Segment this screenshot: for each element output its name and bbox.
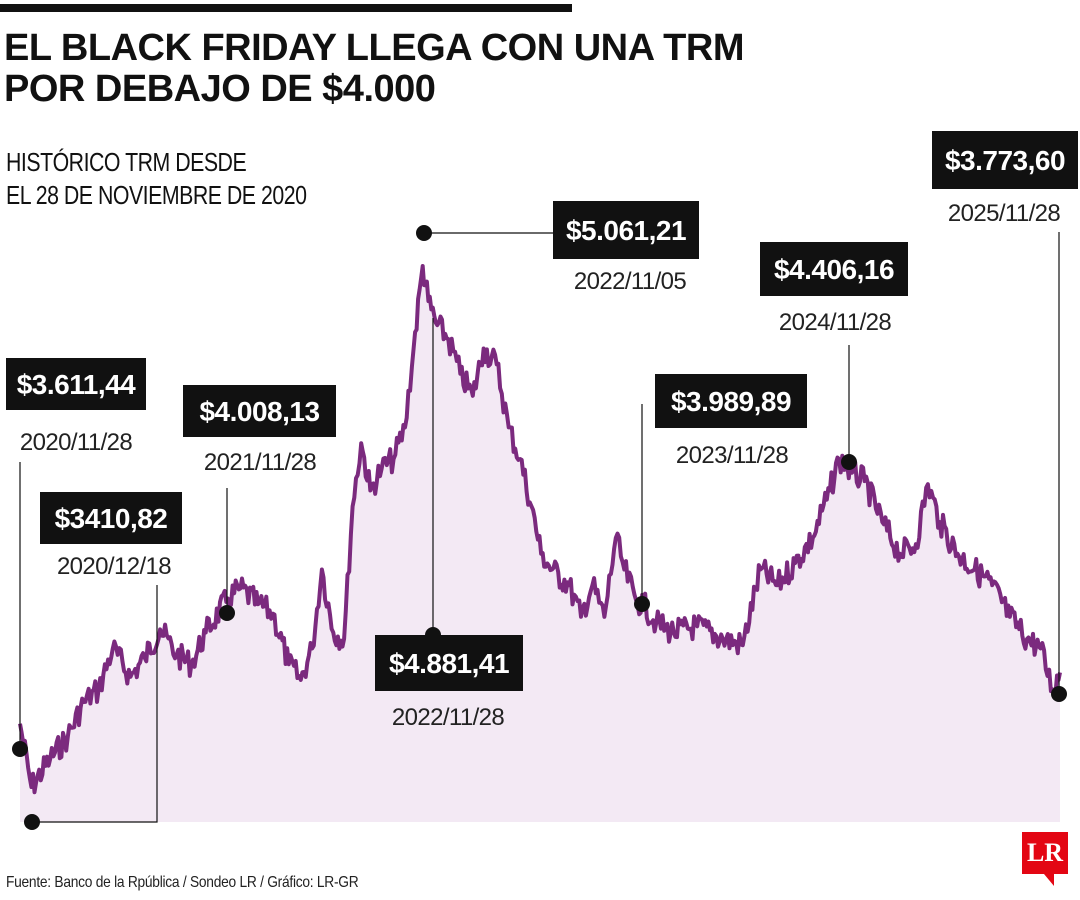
value-label-box: [760, 242, 908, 296]
top-rule: [0, 4, 572, 12]
value-label-box: [655, 374, 807, 428]
date-label: 2024/11/28: [779, 309, 892, 336]
date-label: 2021/11/28: [204, 449, 317, 476]
value-label-box: [6, 358, 146, 410]
subtitle-line-2: EL 28 DE NOVIEMBRE DE 2020: [6, 180, 307, 210]
leader-line: [32, 585, 158, 823]
annotation-dot: [634, 596, 650, 612]
annotation-dot: [24, 814, 40, 830]
value-label: $4.406,16: [774, 254, 894, 285]
date-label: 2025/11/28: [948, 200, 1061, 227]
annotation-dot: [12, 741, 28, 757]
value-label: $3.989,89: [671, 386, 791, 417]
annotation-dot: [1051, 686, 1067, 702]
annotation-dot: [416, 225, 432, 241]
value-label-box: [553, 201, 699, 259]
annotation-dot: [219, 605, 235, 621]
lr-logo: LR: [1022, 832, 1068, 874]
date-label: 2022/11/05: [574, 268, 687, 295]
date-label: 2023/11/28: [676, 442, 789, 469]
subtitle-line-1: HISTÓRICO TRM DESDE: [6, 147, 247, 177]
chart-title: EL BLACK FRIDAY LLEGA CON UNA TRM POR DE…: [4, 27, 745, 110]
value-label: $3.773,60: [945, 145, 1065, 176]
value-label-box: [40, 492, 182, 544]
date-label: 2020/11/28: [20, 429, 133, 456]
annotation-dot: [841, 454, 857, 470]
date-label: 2022/11/28: [392, 704, 505, 731]
value-label: $4.881,41: [389, 648, 509, 679]
series-line: [18, 264, 1062, 795]
value-label-box: [375, 635, 523, 691]
source-note: Fuente: Banco de la Rpública / Sondeo LR…: [6, 874, 359, 891]
value-label-box: [183, 385, 336, 437]
value-label: $3.611,44: [17, 369, 136, 400]
value-label: $3410,82: [55, 503, 168, 534]
value-label: $5.061,21: [566, 215, 686, 246]
value-label-box: [932, 131, 1078, 189]
chart-subtitle: HISTÓRICO TRM DESDE EL 28 DE NOVIEMBRE D…: [6, 146, 350, 212]
date-label: 2020/12/18: [57, 553, 171, 580]
logo-tail: [1044, 874, 1054, 886]
value-label: $4.008,13: [199, 396, 319, 427]
